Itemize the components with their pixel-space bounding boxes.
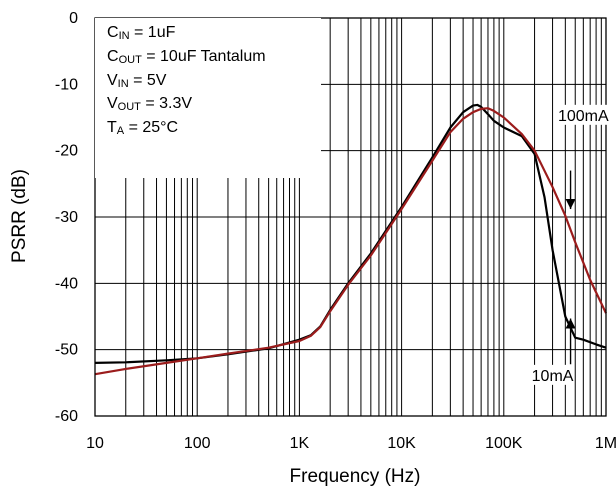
y-tick-label: -10 xyxy=(55,76,78,93)
condition-text: TA = 25°C xyxy=(107,119,178,137)
annotation-label: 10mA xyxy=(532,368,574,385)
y-tick-label: -50 xyxy=(55,342,78,359)
annotation-label: 100mA xyxy=(558,108,609,125)
annotations: 100mA 10mA xyxy=(531,104,610,385)
y-axis-title: PSRR (dB) xyxy=(9,169,30,263)
tick-labels: 0 -10 -20 -30 -40 -50 -60 10 100 1K 10K 100K 1M xyxy=(55,10,616,452)
x-tick-label: 100 xyxy=(184,435,211,452)
x-tick-label: 10 xyxy=(86,435,104,452)
x-axis-title: Frequency (Hz) xyxy=(290,466,421,487)
conditions-background xyxy=(95,18,321,178)
annotation-arrow-head xyxy=(565,318,576,329)
y-tick-label: -20 xyxy=(55,143,78,160)
x-tick-label: 1M xyxy=(595,435,616,452)
series-line-2 xyxy=(94,107,607,376)
x-tick-label: 100K xyxy=(485,435,523,452)
condition-text: VIN = 5V xyxy=(107,72,167,90)
x-tick-label: 1K xyxy=(290,435,310,452)
annotation-arrow-head xyxy=(565,199,576,210)
series-lines xyxy=(94,103,607,376)
x-tick-label: 10K xyxy=(387,435,416,452)
annotation-background xyxy=(531,364,574,385)
y-tick-label: -60 xyxy=(55,408,78,425)
condition-text: VOUT = 3.3V xyxy=(107,95,192,113)
y-tick-label: -30 xyxy=(55,209,78,226)
annotation-background xyxy=(557,104,610,125)
condition-text: CIN = 1uF xyxy=(107,24,176,42)
conditions-box: CIN = 1uF COUT = 10uF Tantalum VIN = 5V VOU… xyxy=(95,18,321,178)
y-tick-label: -40 xyxy=(55,275,78,292)
condition-text: COUT = 10uF Tantalum xyxy=(107,48,266,66)
y-tick-label: 0 xyxy=(69,10,78,27)
plot-frame xyxy=(94,17,607,417)
